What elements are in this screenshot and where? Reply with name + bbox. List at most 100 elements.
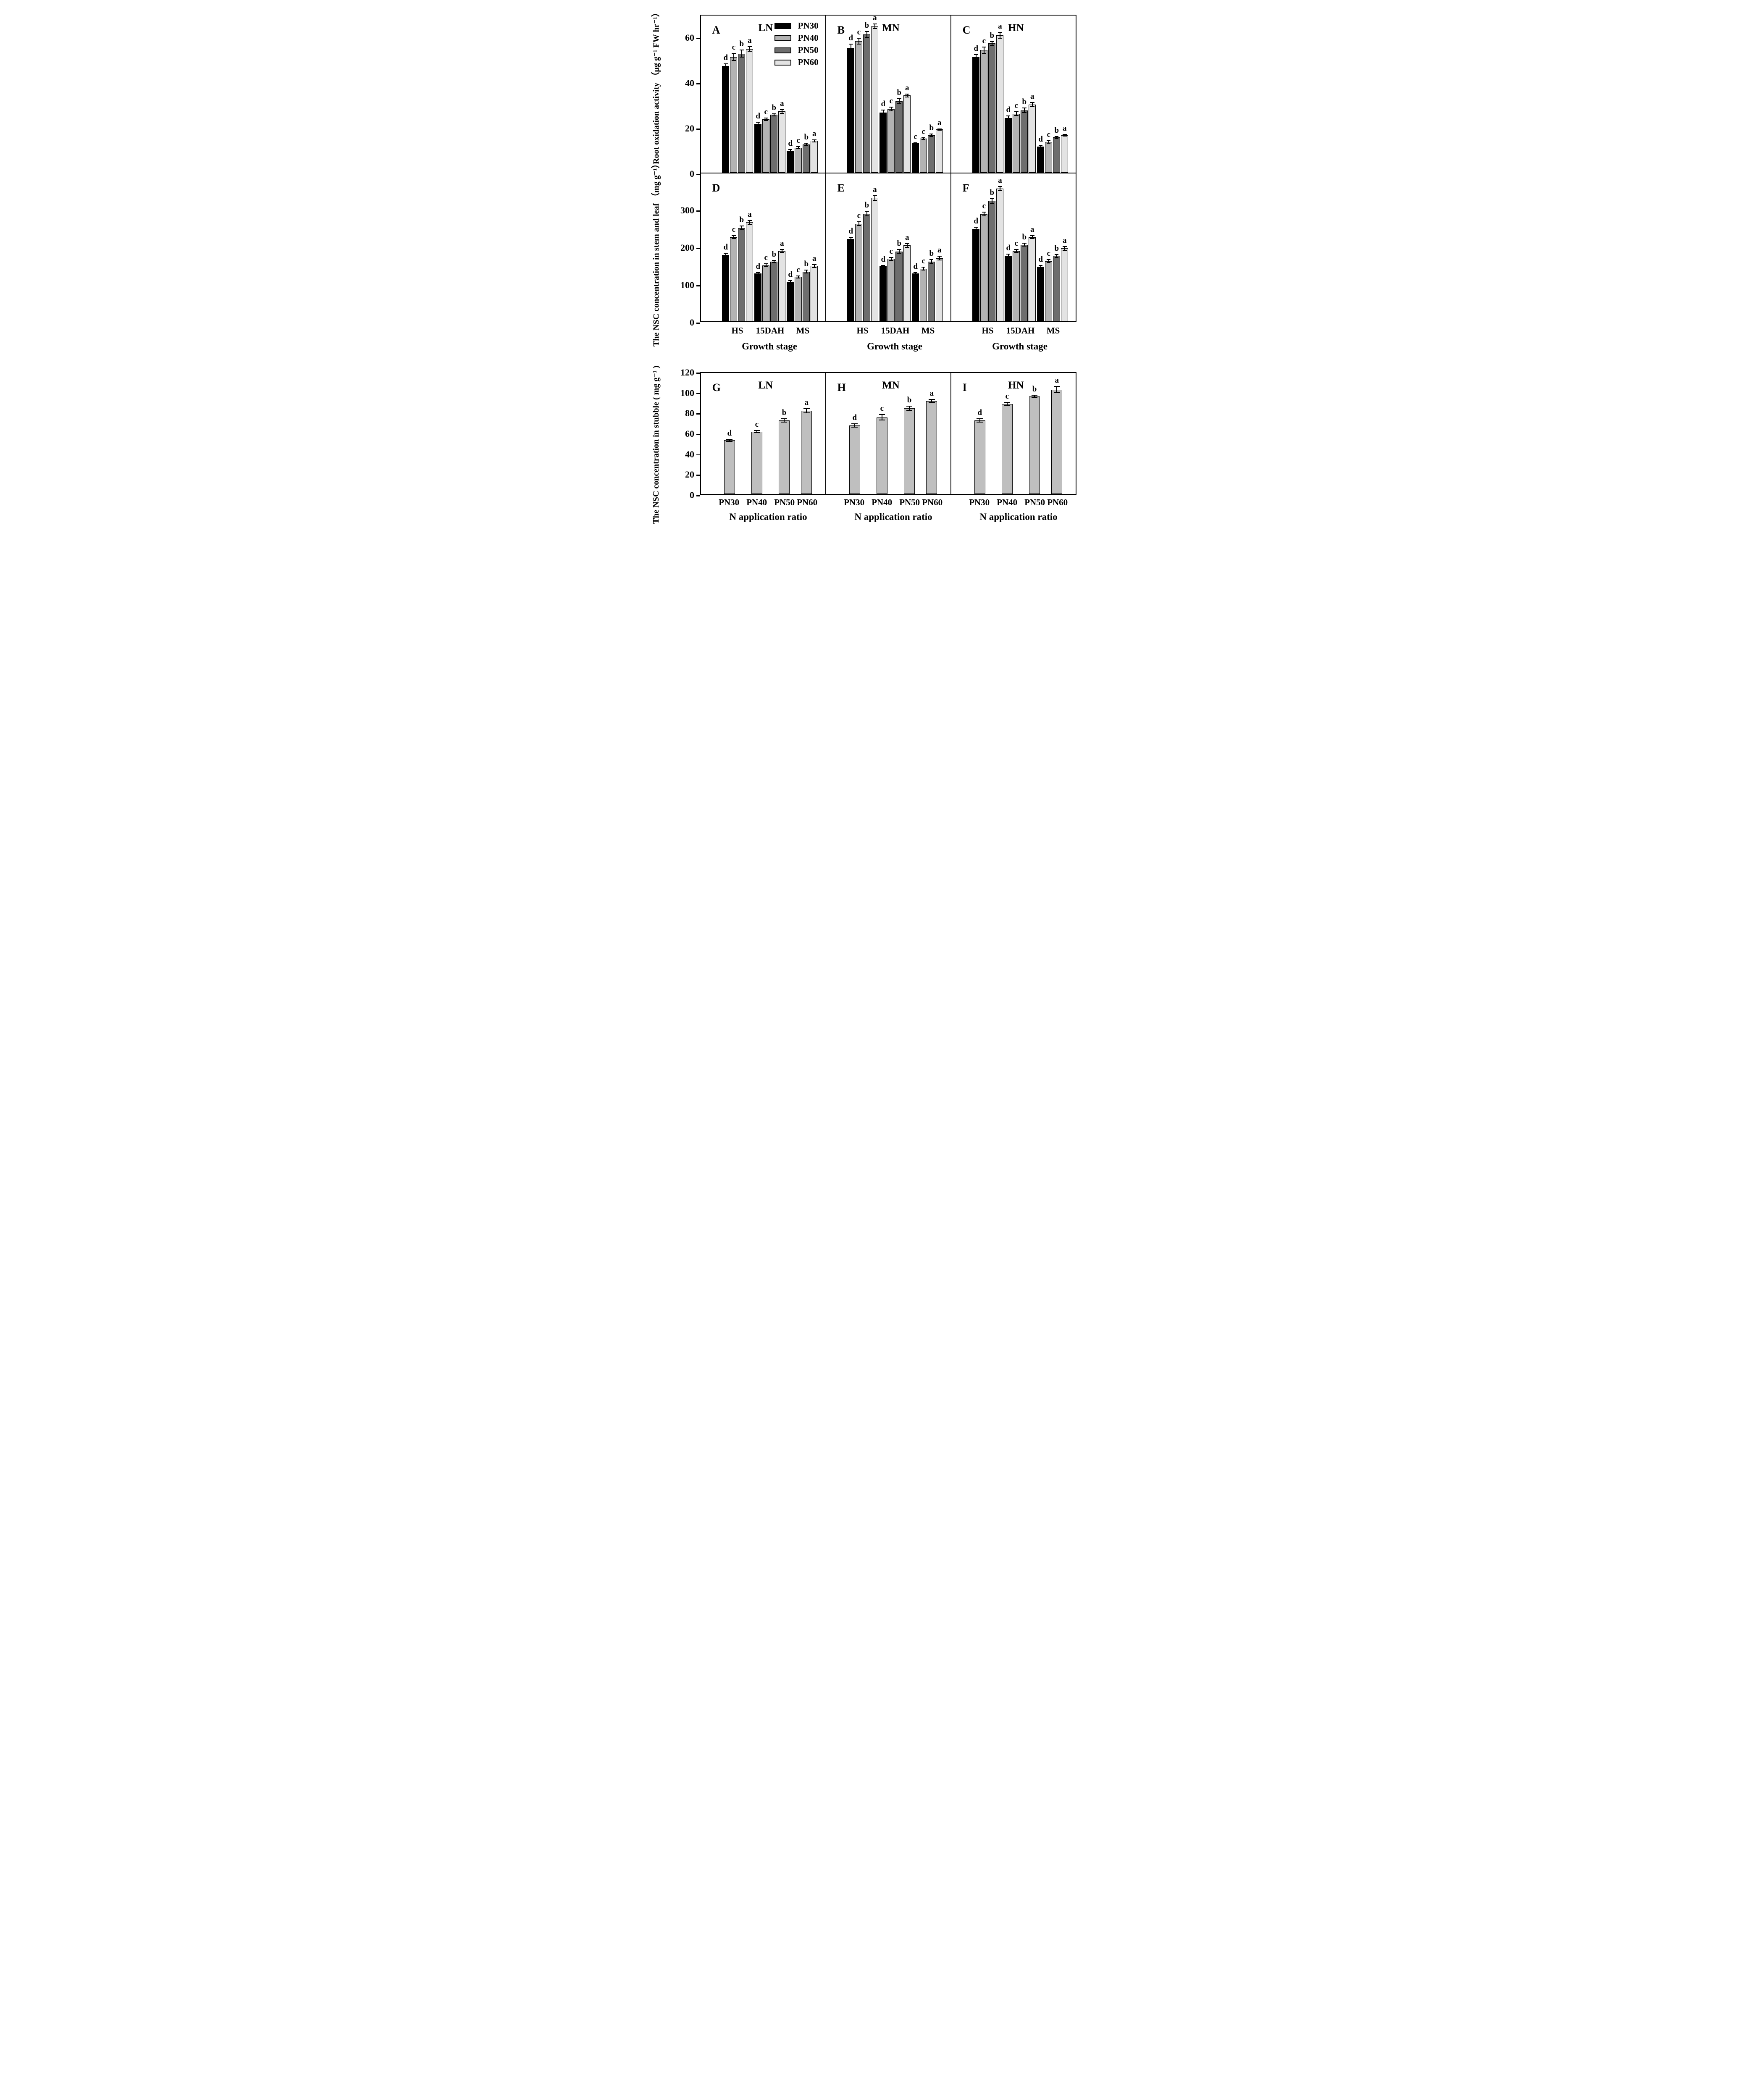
panel-letter: I — [962, 381, 967, 394]
stage-tick-label: 15DAH — [881, 326, 910, 336]
bar-slot: a — [926, 373, 937, 494]
bar-slot: c — [920, 173, 927, 321]
sig-letter: c — [914, 132, 917, 141]
ratio-tick-label: PN60 — [1047, 497, 1068, 507]
sig-letter: b — [897, 239, 902, 248]
error-bar — [1053, 386, 1060, 394]
bar-slot: c — [876, 373, 887, 494]
sig-letter: d — [848, 34, 853, 43]
bar — [1001, 404, 1013, 494]
panel-letter: C — [962, 24, 971, 36]
bar-slot: d — [722, 173, 730, 321]
bar — [903, 95, 911, 173]
bar — [722, 66, 730, 173]
y-axis-label-nsc-stubble: The NSC concentration in stubble ( mg g⁻… — [651, 365, 661, 524]
bar-slot: a — [778, 173, 786, 321]
sig-letter: c — [1047, 249, 1050, 258]
bar — [887, 109, 895, 173]
error-bar — [780, 109, 784, 114]
bar-slot: a — [871, 13, 879, 173]
panel-title: LN — [758, 22, 773, 34]
bar — [1051, 389, 1063, 494]
error-bar — [889, 107, 893, 112]
error-bar — [748, 220, 752, 225]
y-tick-label: 20 — [685, 469, 694, 480]
bar-slot: a — [936, 16, 943, 173]
error-bar — [1031, 394, 1038, 398]
error-bar — [1006, 115, 1011, 121]
sig-letter: c — [1047, 130, 1050, 139]
bar — [778, 251, 786, 321]
sig-letter: d — [913, 262, 918, 271]
bar-slot: c — [855, 173, 863, 321]
sig-letter: a — [998, 22, 1002, 31]
error-bar — [937, 128, 942, 131]
bar-slot: a — [996, 16, 1004, 173]
sig-letter: d — [974, 44, 979, 53]
bar-slot: b — [928, 16, 935, 173]
legend: PN30 PN40 PN50 PN60 — [774, 21, 819, 70]
axis-caption-n-application-ratio: N application ratio — [854, 512, 932, 522]
bar-slot: b — [895, 173, 903, 321]
y-tick-label: 0 — [690, 490, 694, 500]
error-bar — [1014, 111, 1019, 116]
sig-letter: d — [756, 111, 761, 121]
panel-letter: D — [712, 182, 720, 194]
error-bar — [732, 235, 736, 239]
sig-letter: c — [889, 247, 893, 256]
sig-letter: d — [1006, 243, 1011, 252]
error-bar — [857, 221, 861, 226]
y-tick-mark — [696, 323, 700, 324]
error-bar — [921, 137, 926, 140]
y-tick-label: 200 — [680, 242, 694, 253]
sig-letter: d — [1038, 255, 1043, 264]
sig-letter: a — [873, 13, 877, 23]
y-tick-mark — [696, 475, 700, 476]
sig-letter: c — [889, 97, 893, 106]
error-bar — [849, 44, 853, 52]
bar — [936, 258, 943, 321]
error-bar — [732, 52, 736, 61]
bar — [980, 50, 988, 173]
sig-letter: b — [907, 395, 912, 404]
y-tick-mark — [696, 174, 700, 175]
legend-label: PN50 — [798, 45, 819, 55]
bar-slot: c — [887, 16, 895, 173]
ratio-tick-label: PN40 — [997, 497, 1018, 507]
error-bar — [1038, 144, 1043, 149]
bar — [996, 189, 1004, 321]
error-bar — [905, 94, 909, 97]
bar — [770, 261, 778, 321]
bar-slot: c — [1001, 373, 1013, 494]
error-bar — [873, 195, 877, 201]
stage-tick-label: 15DAH — [756, 326, 785, 336]
legend-item: PN30 — [774, 21, 819, 30]
bar — [803, 144, 810, 173]
bar-slot: c — [855, 16, 863, 173]
ratio-tick-label: PN40 — [872, 497, 893, 507]
bar-slot: d — [1005, 16, 1012, 173]
legend-label: PN40 — [798, 33, 819, 43]
bar — [754, 123, 762, 173]
error-bar — [1038, 265, 1043, 269]
error-bar — [1030, 102, 1034, 108]
error-bar — [897, 249, 901, 254]
bar — [811, 266, 818, 321]
bar-slot: b — [988, 173, 996, 321]
sig-letter: c — [1014, 239, 1018, 248]
bar — [904, 408, 915, 494]
sig-letter: c — [796, 136, 800, 145]
error-bar — [804, 143, 809, 146]
bar — [1029, 105, 1036, 173]
y-tick-label: 120 — [680, 367, 694, 378]
bar-slot: b — [1029, 373, 1040, 494]
bar-slot: d — [1037, 16, 1045, 173]
bar-slot: a — [801, 373, 812, 494]
panel-title: LN — [758, 380, 773, 391]
bar-slot: b — [904, 373, 915, 494]
bar — [972, 229, 980, 321]
sig-letter: c — [732, 42, 736, 52]
bar-slot: a — [811, 16, 818, 173]
